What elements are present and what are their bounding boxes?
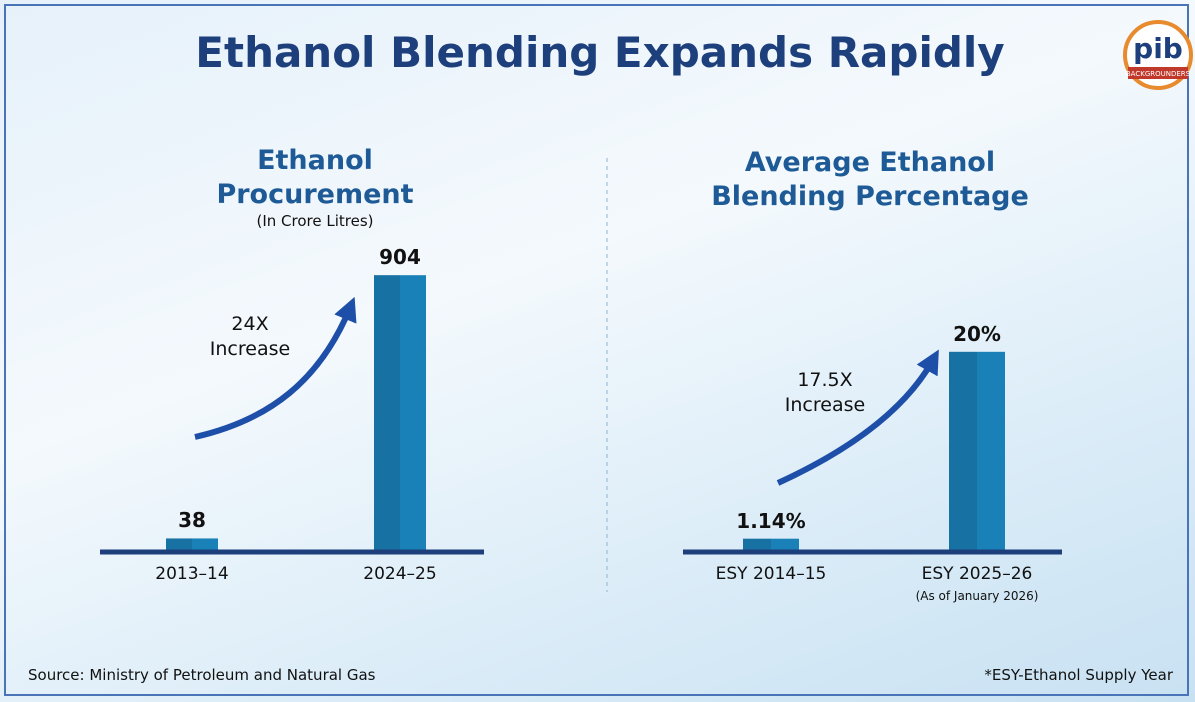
value-label: 20% [917, 322, 1037, 346]
category-note: (As of January 2026) [887, 589, 1067, 603]
annotation: 24X Increase [200, 312, 300, 362]
value-label: 904 [340, 245, 460, 269]
bar-shade [743, 539, 799, 550]
chart-title: Average Ethanol Blending Percentage [690, 146, 1050, 214]
bar-shade [949, 352, 1005, 550]
value-label: 38 [132, 508, 252, 532]
value-label: 1.14% [711, 509, 831, 533]
footnote: *ESY-Ethanol Supply Year [984, 666, 1173, 684]
x-tick-label: ESY 2025–26 [897, 564, 1057, 584]
page: pib BACKGROUNDERS Ethanol Blending Expan… [0, 0, 1195, 702]
x-tick-label: ESY 2014–15 [691, 564, 851, 584]
source: Source: Ministry of Petroleum and Natura… [28, 666, 376, 684]
annotation: 17.5X Increase [775, 368, 875, 418]
chart-title: Ethanol Procurement [205, 144, 425, 212]
logo-text: pib [1133, 32, 1183, 65]
page-title: Ethanol Blending Expands Rapidly [100, 28, 1100, 77]
x-tick-label: 2024–25 [320, 564, 480, 584]
logo-subtext: BACKGROUNDERS [1126, 70, 1191, 78]
bar-shade [374, 275, 426, 550]
chart-subtitle: (In Crore Litres) [215, 212, 415, 230]
bar-shade [166, 538, 218, 550]
x-tick-label: 2013–14 [112, 564, 272, 584]
